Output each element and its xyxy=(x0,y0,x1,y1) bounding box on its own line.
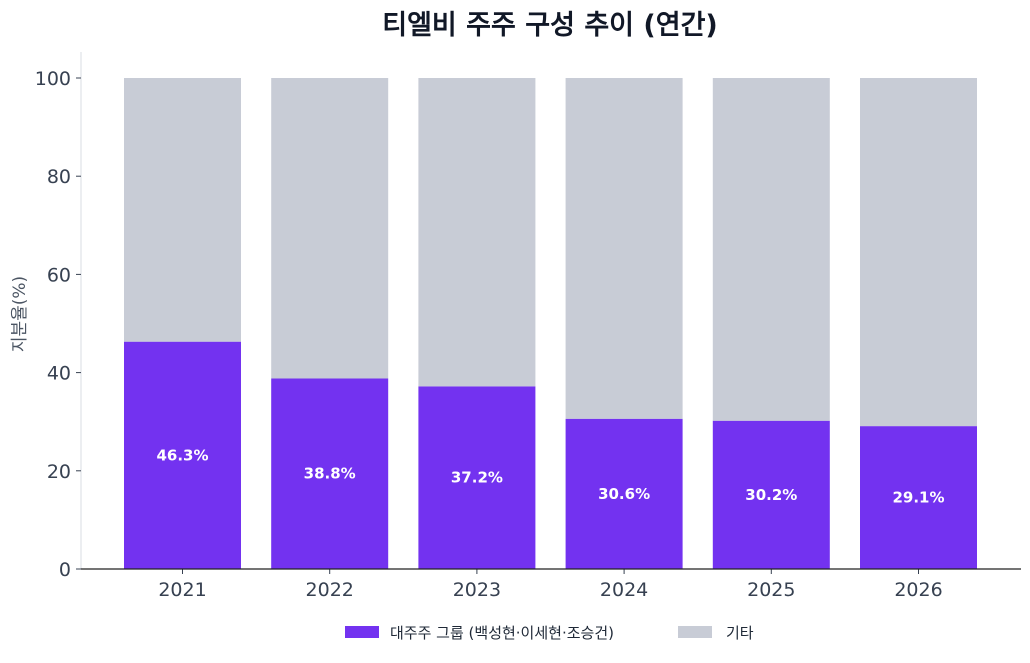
bar-value-label: 37.2% xyxy=(451,469,503,487)
x-tick-label: 2024 xyxy=(600,579,648,601)
x-tick-label: 2023 xyxy=(453,579,501,601)
bar-major-shareholder xyxy=(565,418,683,569)
y-tick-label: 0 xyxy=(59,559,71,581)
chart-title: 티엘비 주주 구성 추이 (연간) xyxy=(382,10,718,41)
x-tick-label: 2026 xyxy=(894,579,942,601)
bar-value-label: 38.8% xyxy=(304,465,356,483)
x-tick-label: 2025 xyxy=(747,579,795,601)
bar-major-shareholder xyxy=(418,386,536,569)
legend-swatch-other xyxy=(678,626,712,638)
plot-area: 46.3% 2021 38.8% 2022 37.2% 2023 30.6% 2024 30.2… xyxy=(35,52,1021,601)
bar-other xyxy=(124,78,241,342)
bar-value-label: 30.6% xyxy=(598,485,650,503)
y-tick-label: 20 xyxy=(47,461,71,483)
y-tick-label: 60 xyxy=(47,264,71,286)
legend-swatch-major-shareholder xyxy=(345,626,379,638)
x-tick-label: 2022 xyxy=(306,579,354,601)
y-axis-label: 지분율(%) xyxy=(10,276,30,352)
bar-major-shareholder xyxy=(271,378,389,569)
bar-value-label: 46.3% xyxy=(156,446,208,464)
bar-major-shareholder xyxy=(860,426,977,569)
y-tick-label: 40 xyxy=(47,363,71,385)
y-tick-label: 100 xyxy=(35,68,71,90)
bar-other xyxy=(565,78,683,419)
x-tick-label: 2021 xyxy=(158,579,206,601)
legend-label-major-shareholder: 대주주 그룹 (백성현·이세현·조승건) xyxy=(390,624,614,642)
legend: 대주주 그룹 (백성현·이세현·조승건) 기타 xyxy=(345,624,754,642)
bar-major-shareholder xyxy=(712,420,830,569)
bar-other xyxy=(271,78,389,379)
bar-value-label: 29.1% xyxy=(892,489,944,507)
bar-value-label: 30.2% xyxy=(745,486,797,504)
legend-label-other: 기타 xyxy=(726,624,754,642)
y-tick-label: 80 xyxy=(47,166,71,188)
bar-other xyxy=(418,78,536,387)
bar-other xyxy=(860,78,977,427)
bar-major-shareholder xyxy=(124,341,241,569)
bar-other xyxy=(712,78,830,421)
